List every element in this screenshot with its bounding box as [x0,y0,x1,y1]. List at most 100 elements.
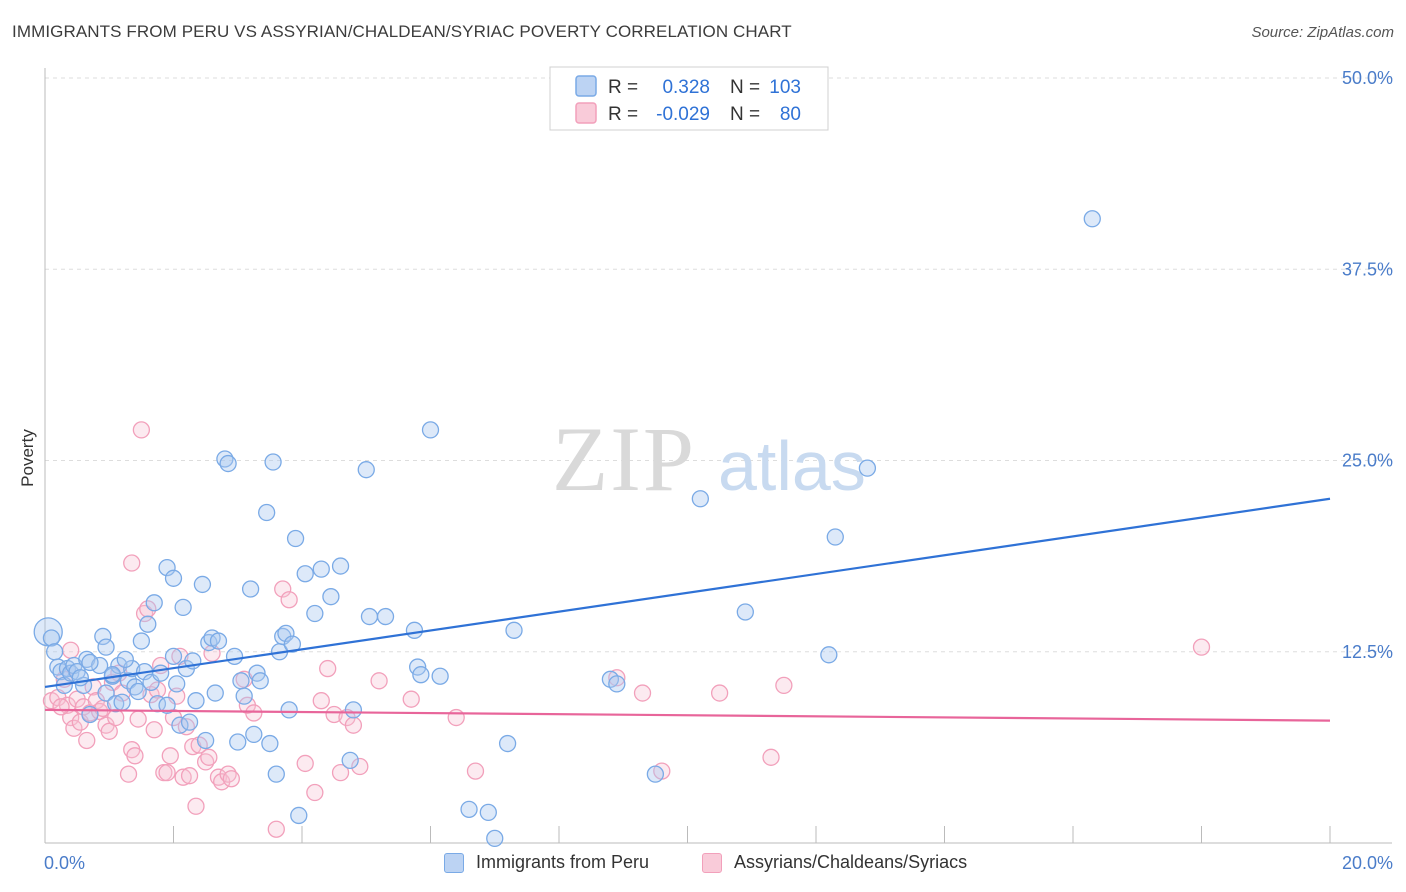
point-assyrians [447,708,465,727]
bottom-legend: Immigrants from Peru Assyrians/Chaldeans… [0,850,1406,880]
point-assyrians [119,765,138,783]
legend-r-label-blue: R = [608,77,638,98]
point-assyrians [123,554,141,572]
point-assyrians [280,591,298,609]
y-tick-label: 12.5% [1342,642,1393,662]
point-peru [264,453,282,471]
legend-n-value-blue: 103 [769,77,801,98]
legend-swatch-pink [575,102,597,124]
point-peru [129,682,147,701]
point-peru [219,454,237,473]
point-assyrians [267,820,285,838]
point-peru [206,684,224,702]
legend-swatch-blue [575,75,597,97]
point-peru [820,646,838,664]
point-peru [180,713,199,731]
point-peru [505,621,523,639]
point-peru [283,635,302,653]
y-tick-label: 50.0% [1342,68,1393,88]
point-peru [251,672,269,690]
point-peru [164,647,183,665]
point-peru [376,607,395,626]
point-peru [90,656,109,675]
point-peru [486,829,504,848]
point-peru [116,650,134,669]
point-peru [312,560,330,578]
point-assyrians [78,731,96,750]
point-peru [209,632,228,650]
legend-n-label-blue: N = [730,77,760,98]
legend-n-label-pink: N = [730,104,760,125]
point-peru [235,687,253,705]
point-peru [357,461,375,479]
correlation-legend: R = 0.328 N = 103 R = -0.029 N = 80 [549,66,829,131]
point-peru [81,653,99,672]
point-peru [460,800,478,818]
point-peru [187,692,205,710]
point-assyrians [274,580,292,598]
legend-n-value-pink: 80 [780,104,801,125]
point-peru [174,598,192,617]
point-peru [280,701,298,719]
point-assyrians [222,770,240,788]
point-assyrians [312,692,330,710]
point-peru [107,695,125,713]
y-tick-label: 37.5% [1342,259,1393,279]
point-peru [646,765,665,783]
point-assyrians [775,676,793,695]
point-peru [139,615,157,633]
legend-item-assyrians: Assyrians/Chaldeans/Syriacs [702,852,967,873]
point-peru [97,684,115,702]
point-assyrians [402,690,420,708]
legend-label-peru: Immigrants from Peru [476,852,650,872]
point-peru [405,621,424,639]
trend-line-peru [44,497,1331,689]
legend-swatch-assyrians [702,852,722,873]
point-assyrians [762,748,780,766]
point-peru [431,667,449,685]
legend-r-value-pink: -0.029 [656,104,710,125]
point-peru [81,705,99,724]
point-peru [158,696,176,714]
trend-lines [44,497,1331,722]
point-peru [42,629,61,647]
y-axis-label: Poverty [18,429,37,487]
point-assyrians [200,748,218,766]
point-assyrians [187,797,205,815]
point-peru [171,716,189,734]
point-peru [322,588,340,606]
point-assyrians [62,641,80,659]
point-peru [296,565,314,583]
x-tick-labels: 0.0% 20.0% [44,853,1393,873]
point-peru [736,603,754,621]
y-tick-label: 25.0% [1342,451,1393,471]
point-peru [290,806,308,825]
point-peru [164,569,183,587]
point-assyrians [306,783,324,802]
point-assyrians [710,684,729,702]
point-peru [826,528,844,546]
point-assyrians [174,768,192,786]
watermark: ZIP atlas [552,408,866,510]
point-assyrians [608,669,626,687]
point-peru [241,580,260,598]
point-peru [232,672,250,690]
point-peru [45,643,64,661]
watermark-atlas: atlas [718,427,866,505]
point-peru [132,632,151,650]
point-assyrians [331,763,350,782]
point-peru [225,647,244,665]
point-peru [277,624,295,643]
point-assyrians [319,659,337,678]
legend-r-label-pink: R = [608,104,638,125]
point-assyrians [296,754,314,773]
trend-line-assyrians [44,708,1331,722]
point-peru [193,575,212,594]
point-peru [103,666,122,684]
axes [44,68,1392,844]
point-peru [151,664,170,682]
point-assyrians [139,600,157,618]
chart-title: IMMIGRANTS FROM PERU VS ASSYRIAN/CHALDEA… [12,22,792,41]
point-peru [479,803,497,822]
